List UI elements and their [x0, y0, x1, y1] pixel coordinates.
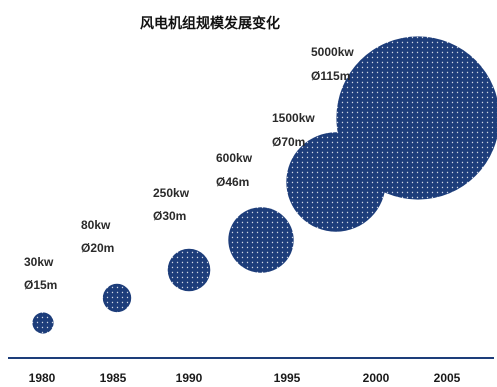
- bubble-power-label: 5000kw: [311, 45, 354, 59]
- x-tick-label: 1980: [29, 371, 56, 385]
- bubble-diameter-label: Ø70m: [272, 135, 305, 149]
- x-tick-label: 2005: [434, 371, 461, 385]
- bubble-1990: [167, 248, 211, 292]
- bubble-1980: [32, 312, 54, 334]
- x-tick-label: 1995: [274, 371, 301, 385]
- bubble-2005: [336, 36, 497, 200]
- bubble-1985: [102, 283, 132, 313]
- bubble-power-label: 250kw: [153, 186, 190, 200]
- chart-title: 风电机组规模发展变化: [140, 15, 280, 32]
- x-tick-label: 1990: [176, 371, 203, 385]
- bubble-group: [32, 36, 497, 334]
- bubble-diameter-label: Ø20m: [81, 241, 114, 255]
- bubble-power-label: 80kw: [81, 218, 111, 232]
- bubble-power-label: 1500kw: [272, 111, 315, 125]
- x-tick-group: 1980 1985 1990 1995 2000 2005: [29, 371, 461, 385]
- bubble-diameter-label: Ø115m: [311, 69, 350, 83]
- bubble-1995: [228, 207, 294, 273]
- bubble-diameter-label: Ø46m: [216, 175, 249, 189]
- x-tick-label: 2000: [363, 371, 390, 385]
- bubble-diameter-label: Ø30m: [153, 209, 186, 223]
- bubble-diameter-label: Ø15m: [24, 278, 57, 292]
- bubble-power-label: 30kw: [24, 255, 54, 269]
- bubble-label-group: 30kw Ø15m 80kw Ø20m 250kw Ø30m 600kw Ø46m 1500kw…: [24, 45, 354, 292]
- bubble-power-label: 600kw: [216, 151, 253, 165]
- x-tick-label: 1985: [100, 371, 127, 385]
